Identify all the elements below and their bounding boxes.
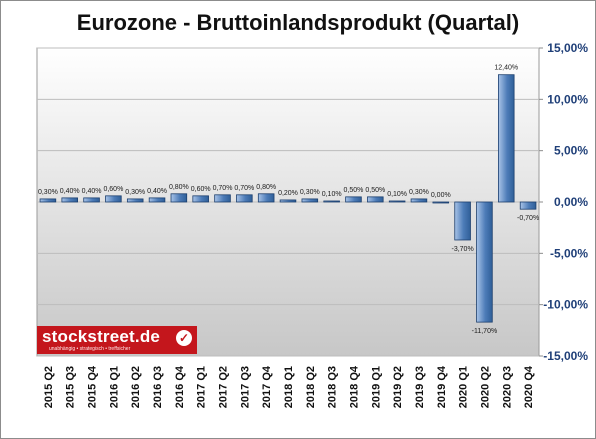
data-label: -3,70% <box>452 246 474 253</box>
data-label: 0,00% <box>431 192 451 199</box>
x-tick-label: 2020 Q3 <box>501 366 513 408</box>
y-axis: 15,00% 10,00% 5,00% 0,00% -5,00% -10,00% -15,0… <box>539 41 588 363</box>
data-labels: 0,30% 0,40% 0,40% 0,60% 0,30% 0,40%0,80% 0,60%… <box>38 65 539 335</box>
x-tick-label: 2015 Q3 <box>65 366 77 408</box>
data-label: 0,10% <box>387 191 407 198</box>
x-tick-label: 2017 Q3 <box>239 366 251 408</box>
x-tick-label: 2016 Q2 <box>130 366 142 408</box>
bar <box>236 194 253 203</box>
data-label: 0,30% <box>409 189 429 196</box>
data-label: 0,70% <box>234 185 254 192</box>
data-label: 0,80% <box>256 184 276 191</box>
bar <box>39 198 57 203</box>
logo-wordmark: stockstreet.de <box>42 327 161 346</box>
data-label: 0,70% <box>213 185 233 192</box>
y-tick-label: -15,00% <box>543 349 588 363</box>
bar <box>170 193 188 203</box>
check-badge-icon: ✓ <box>176 330 192 346</box>
x-tick-label: 2016 Q4 <box>174 365 186 408</box>
bar <box>476 201 493 323</box>
bar <box>432 201 450 204</box>
bar <box>192 195 209 203</box>
data-label: 0,30% <box>125 189 145 196</box>
y-tick-label: -5,00% <box>550 246 588 260</box>
x-tick-label: 2017 Q2 <box>218 366 230 408</box>
data-label: -11,70% <box>472 328 498 335</box>
x-axis: 2015 Q2 2015 Q3 2015 Q4 2016 Q1 2016 Q2 2016 … <box>43 365 535 408</box>
x-tick-label: 2020 Q4 <box>523 365 535 408</box>
x-tick-label: 2018 Q4 <box>348 365 360 408</box>
bar <box>105 195 122 203</box>
data-label: 0,80% <box>169 184 189 191</box>
x-tick-label: 2016 Q1 <box>108 366 120 408</box>
data-label: 0,40% <box>147 188 167 195</box>
y-tick-label: 15,00% <box>547 41 588 55</box>
data-label: 0,30% <box>38 189 58 196</box>
bar <box>367 196 384 203</box>
bar <box>345 196 362 203</box>
data-label: 0,30% <box>300 189 320 196</box>
x-tick-label: 2015 Q2 <box>43 366 55 408</box>
bar <box>61 197 78 203</box>
x-tick-label: 2016 Q3 <box>152 366 164 408</box>
bars <box>39 74 537 323</box>
x-tick-label: 2020 Q1 <box>458 366 470 408</box>
x-tick-label: 2020 Q2 <box>479 366 491 408</box>
bar <box>279 199 297 203</box>
bar <box>323 200 340 203</box>
x-tick-label: 2018 Q1 <box>283 366 295 408</box>
x-tick-label: 2019 Q4 <box>436 365 448 408</box>
x-tick-label: 2019 Q2 <box>392 366 404 408</box>
data-label: 0,60% <box>103 186 123 193</box>
bar <box>519 201 537 210</box>
bar <box>148 197 166 203</box>
x-tick-label: 2019 Q3 <box>414 366 426 408</box>
y-tick-label: -10,00% <box>543 298 588 312</box>
x-tick-label: 2018 Q3 <box>327 366 339 408</box>
data-label: 12,40% <box>494 65 518 72</box>
chart-title: Eurozone - Bruttoinlandsprodukt (Quartal… <box>76 10 520 35</box>
data-label: 0,50% <box>365 187 385 194</box>
data-label: 0,40% <box>82 188 102 195</box>
y-tick-label: 0,00% <box>554 195 588 209</box>
bar <box>454 201 471 241</box>
x-tick-label: 2015 Q4 <box>87 365 99 408</box>
x-tick-label: 2019 Q1 <box>370 366 382 408</box>
bar <box>126 198 144 203</box>
bar <box>214 194 231 203</box>
data-label: 0,40% <box>60 188 80 195</box>
data-label: 0,60% <box>191 186 211 193</box>
data-label: -0,70% <box>517 215 539 222</box>
x-tick-label: 2017 Q1 <box>196 366 208 408</box>
y-tick-label: 10,00% <box>547 92 588 106</box>
bar <box>388 200 406 203</box>
y-tick-label: 5,00% <box>554 144 588 158</box>
bar <box>410 198 428 203</box>
bar <box>498 74 515 203</box>
bar <box>83 197 100 203</box>
bar <box>257 193 275 203</box>
logo-tagline: unabhängig • strategisch • treffsicher <box>49 346 131 352</box>
stockstreet-logo: stockstreet.de unabhängig • strategisch … <box>37 326 197 354</box>
x-tick-label: 2017 Q4 <box>261 365 273 408</box>
data-label: 0,50% <box>344 187 364 194</box>
data-label: 0,20% <box>278 190 298 197</box>
data-label: 0,10% <box>322 191 342 198</box>
x-tick-label: 2018 Q2 <box>305 366 317 408</box>
bar <box>301 198 319 203</box>
